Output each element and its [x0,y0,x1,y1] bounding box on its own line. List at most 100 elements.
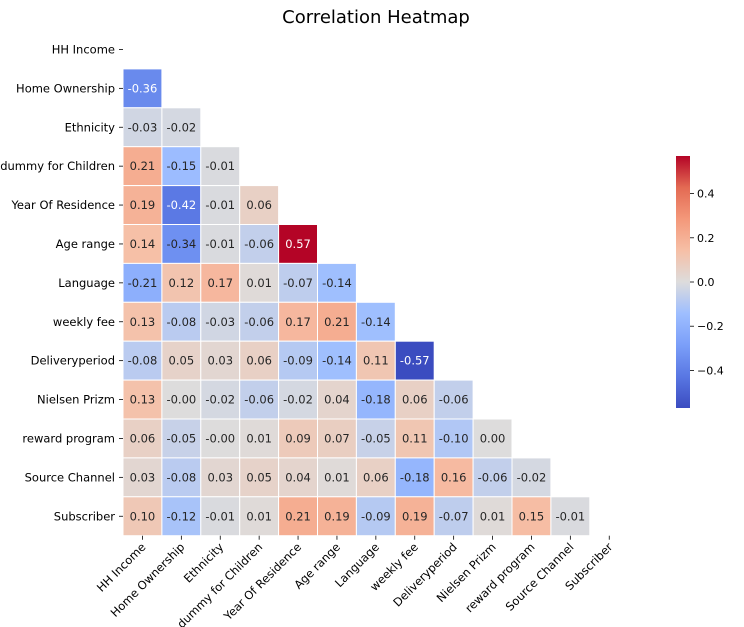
cell-value-label: 0.19 [402,509,428,523]
cell-value-label: 0.11 [363,354,389,368]
heatmap-cell [239,224,280,264]
heatmap-cell [161,224,202,264]
cell-value-label: -0.02 [205,393,235,407]
y-tick-label: dummy for Children [0,159,115,173]
cell-value-label: -0.09 [283,354,313,368]
x-tick-label: Source Channel [503,540,577,614]
cell-value-label: -0.02 [517,470,547,484]
cell-value-label: -0.08 [166,315,196,329]
heatmap-cell [200,418,241,459]
y-tick-label: Language [58,276,115,290]
cell-value-label: -0.12 [166,509,196,523]
cell-value-label: -0.06 [244,393,274,407]
cell-value-label: 0.06 [246,198,272,212]
cell-value-label: 0.13 [130,393,156,407]
cell-value-label: -0.18 [361,393,391,407]
colorbar-gradient [676,156,690,408]
colorbar-tick-label: −0.4 [697,364,724,377]
cell-value-label: -0.01 [205,159,235,173]
cell-value-label: -0.02 [283,393,313,407]
heatmap-cell [161,496,202,537]
cell-value-label: 0.15 [519,509,545,523]
chart-title: Correlation Heatmap [282,7,470,28]
cell-value-label: 0.06 [130,431,156,445]
cell-value-label: -0.09 [361,509,391,523]
cell-value-label: 0.05 [169,354,195,368]
heatmap-cell [433,496,474,537]
cell-value-label: 0.17 [207,276,233,290]
cell-value-label: 0.01 [246,276,272,290]
colorbar-ticks: −0.4 −0.2 0.0 0.2 0.4 [690,188,724,377]
heatmap-cell [122,496,163,537]
cell-value-label: -0.36 [128,81,158,95]
y-tick-label: Year Of Residence [10,198,115,212]
heatmap-cell [550,496,591,537]
colorbar: −0.4 −0.2 0.0 0.2 0.4 [676,156,724,408]
heatmap-cell [122,301,163,342]
heatmap-cell [511,457,552,498]
y-tick-label: Home Ownership [16,81,115,95]
colorbar-tick-label: 0.4 [697,188,715,201]
cell-value-label: 0.21 [130,159,156,173]
cell-value-label: -0.06 [244,237,274,251]
cell-value-label: -0.57 [400,354,430,368]
heatmap-cell [122,379,163,420]
cell-value-label: 0.17 [285,315,311,329]
heatmap-cell [161,262,202,303]
y-tick-label: Age range [56,237,115,251]
cell-value-label: 0.21 [285,509,311,523]
heatmap-cell [317,496,357,537]
heatmap-cell [239,457,280,498]
colorbar-tick-label: −0.2 [697,320,724,333]
heatmap-cell [239,185,280,226]
cell-value-label: -0.03 [128,120,158,134]
cell-value-label: 0.05 [246,470,272,484]
x-tick-label: reward program [462,540,537,615]
y-tick-label: Ethnicity [65,120,116,134]
cell-value-label: -0.07 [283,276,313,290]
cell-value-label: -0.14 [322,276,352,290]
cell-value-label: 0.01 [246,431,272,445]
cell-value-label: -0.00 [166,393,196,407]
cell-value-label: -0.05 [361,431,391,445]
cell-value-label: -0.00 [205,431,235,445]
cell-value-label: 0.06 [246,354,272,368]
y-tick-label: HH Income [52,42,115,56]
cell-value-label: 0.03 [207,470,233,484]
cell-value-label: 0.19 [130,198,156,212]
cell-value-label: -0.08 [166,470,196,484]
heatmap-cell [433,379,474,420]
y-tick-label: Source Channel [25,470,115,484]
cell-value-label: 0.03 [207,354,233,368]
heatmap-cell [200,340,241,381]
y-axis-labels: HH Income Home Ownership Ethnicity dummy fo… [0,42,123,523]
heatmap-cells: -0.36 -0.03 -0.02 0.21 -0.15 -0.01 0.19 -0.42 -0… [122,68,591,537]
heatmap-cell [122,107,163,148]
cell-value-label: 0.07 [324,431,350,445]
cell-value-label: 0.00 [480,431,506,445]
heatmap-cell [433,418,474,459]
cell-value-label: -0.06 [478,470,508,484]
heatmap-cell [278,262,319,303]
cell-value-label: 0.10 [130,509,156,523]
heatmap-cell [239,418,280,459]
cell-value-label: -0.07 [439,509,469,523]
cell-value-label: 0.11 [402,431,428,445]
cell-value-label: 0.01 [480,509,506,523]
cell-value-label: 0.16 [441,470,467,484]
heatmap-cell [122,340,163,381]
cell-value-label: 0.06 [402,393,428,407]
cell-value-label: -0.01 [205,198,235,212]
y-tick-label: weekly fee [53,315,115,329]
cell-value-label: 0.04 [285,470,311,484]
heatmap-cell [317,457,357,498]
cell-value-label: 0.01 [246,509,272,523]
colorbar-tick-label: 0.0 [697,276,715,289]
heatmap-cell [355,301,396,342]
y-tick-label: Deliveryperiod [31,354,115,368]
heatmap-cell [317,301,357,342]
cell-value-label: 0.21 [324,315,350,329]
heatmap-cell [394,340,435,381]
cell-value-label: 0.04 [324,393,350,407]
heatmap-cell [239,262,280,303]
